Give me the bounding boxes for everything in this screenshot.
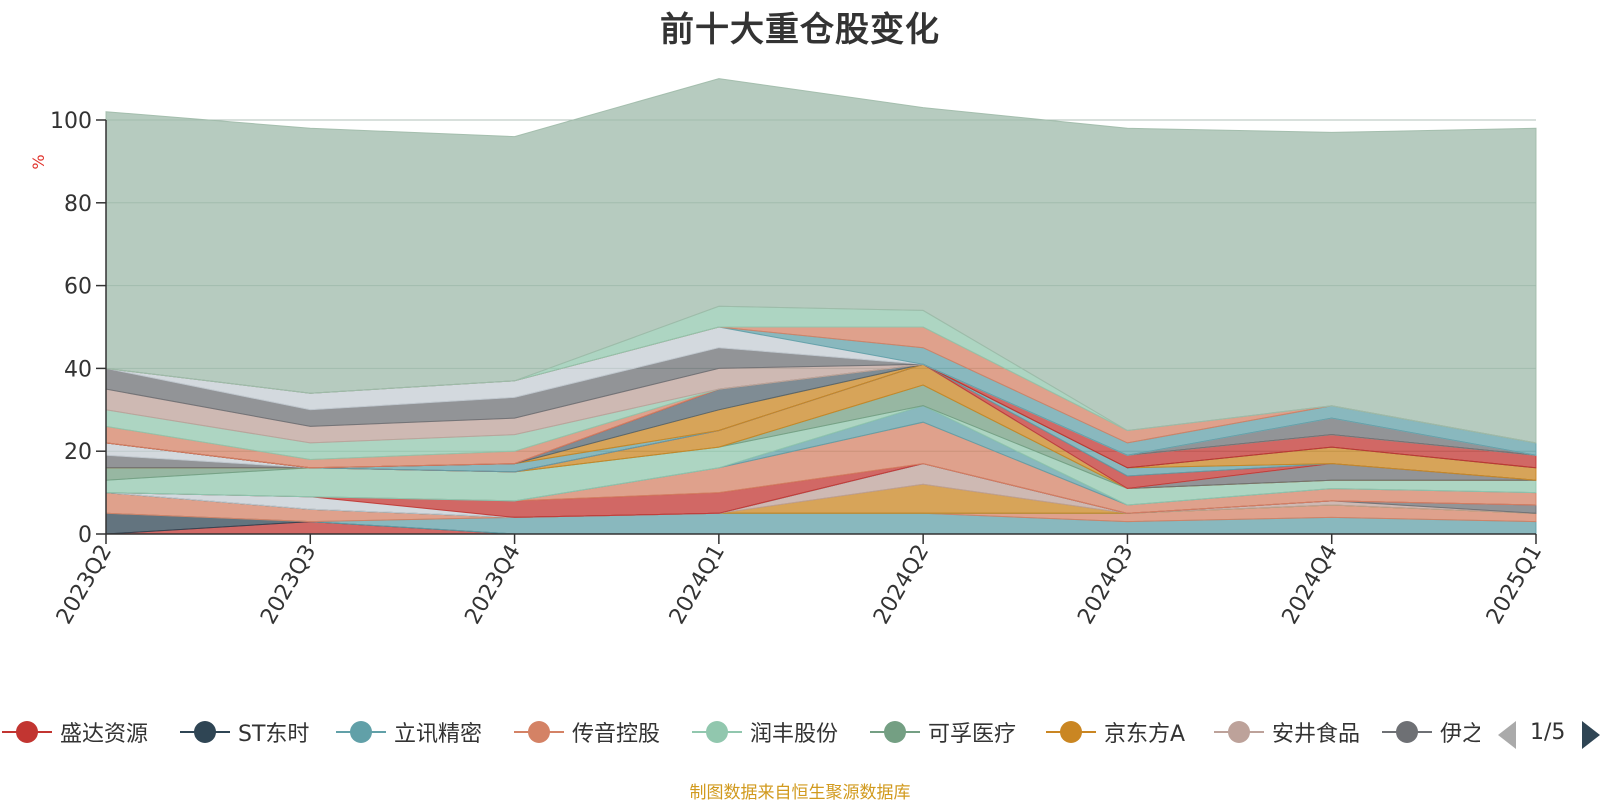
legend-item-7[interactable]: 安井食品 xyxy=(1214,712,1360,752)
legend-item-8[interactable]: 伊之密 xyxy=(1382,712,1480,752)
legend-item-4[interactable]: 润丰股份 xyxy=(692,712,838,752)
legend-marker-icon xyxy=(2,719,52,745)
y-axis-unit-label: % xyxy=(29,154,48,169)
y-tick-label-5: 100 xyxy=(50,109,92,134)
x-tick-label-1: 2023Q3 xyxy=(256,541,321,629)
x-tick-label-7: 2025Q1 xyxy=(1482,541,1547,629)
x-tick-label-0: 2023Q2 xyxy=(52,541,117,629)
legend-marker-icon xyxy=(1046,719,1096,745)
x-tick-label-2: 2023Q4 xyxy=(460,541,525,629)
legend-item-1[interactable]: ST东时 xyxy=(180,712,309,752)
legend-item-2[interactable]: 立讯精密 xyxy=(336,712,482,752)
data-source-note: 制图数据来自恒生聚源数据库 xyxy=(689,783,911,803)
stacked-areas xyxy=(105,78,1537,535)
y-tick-label-0: 0 xyxy=(78,523,92,548)
legend-pager: 1/5 xyxy=(1498,718,1600,752)
y-tick-label-1: 20 xyxy=(64,440,92,465)
legend-label: 传音控股 xyxy=(572,722,661,747)
legend-marker-icon xyxy=(336,719,386,745)
legend-label: 盛达资源 xyxy=(60,722,149,747)
legend-item-0[interactable]: 盛达资源 xyxy=(2,712,148,752)
legend-marker-icon xyxy=(870,719,920,745)
legend-marker-icon xyxy=(514,719,564,745)
y-tick-label-3: 60 xyxy=(64,275,92,300)
previous-page-icon[interactable] xyxy=(1498,721,1516,749)
legend-item-5[interactable]: 可孚医疗 xyxy=(870,712,1016,752)
y-tick-label-2: 40 xyxy=(64,357,92,382)
legend-label: 伊之密 xyxy=(1440,722,1480,747)
chart-title: 前十大重仓股变化 xyxy=(660,10,940,50)
legend-label: 立讯精密 xyxy=(394,722,483,747)
legend-label: ST东时 xyxy=(238,722,310,747)
legend: 盛达资源 ST东时 立讯精密 传音控股 润丰股份 可孚医疗 京东方A 安井食品 伊之密 xyxy=(0,712,1480,752)
legend-label: 安井食品 xyxy=(1272,722,1361,747)
y-tick-label-4: 80 xyxy=(64,192,92,217)
legend-label: 可孚医疗 xyxy=(928,722,1017,747)
legend-marker-icon xyxy=(692,719,742,745)
legend-label: 润丰股份 xyxy=(750,722,839,747)
x-tick-label-5: 2024Q3 xyxy=(1073,541,1138,629)
legend-marker-icon xyxy=(1214,719,1264,745)
x-tick-label-3: 2024Q1 xyxy=(665,541,730,629)
legend-item-6[interactable]: 京东方A xyxy=(1046,712,1185,752)
legend-page-indicator: 1/5 xyxy=(1530,720,1566,745)
area-series-32 xyxy=(105,78,1537,444)
legend-label: 京东方A xyxy=(1104,722,1186,747)
legend-item-3[interactable]: 传音控股 xyxy=(514,712,660,752)
x-tick-label-6: 2024Q4 xyxy=(1278,541,1343,629)
next-page-icon[interactable] xyxy=(1582,721,1600,749)
legend-marker-icon xyxy=(1382,719,1432,745)
legend-marker-icon xyxy=(180,719,230,745)
x-tick-label-4: 2024Q2 xyxy=(869,541,934,629)
